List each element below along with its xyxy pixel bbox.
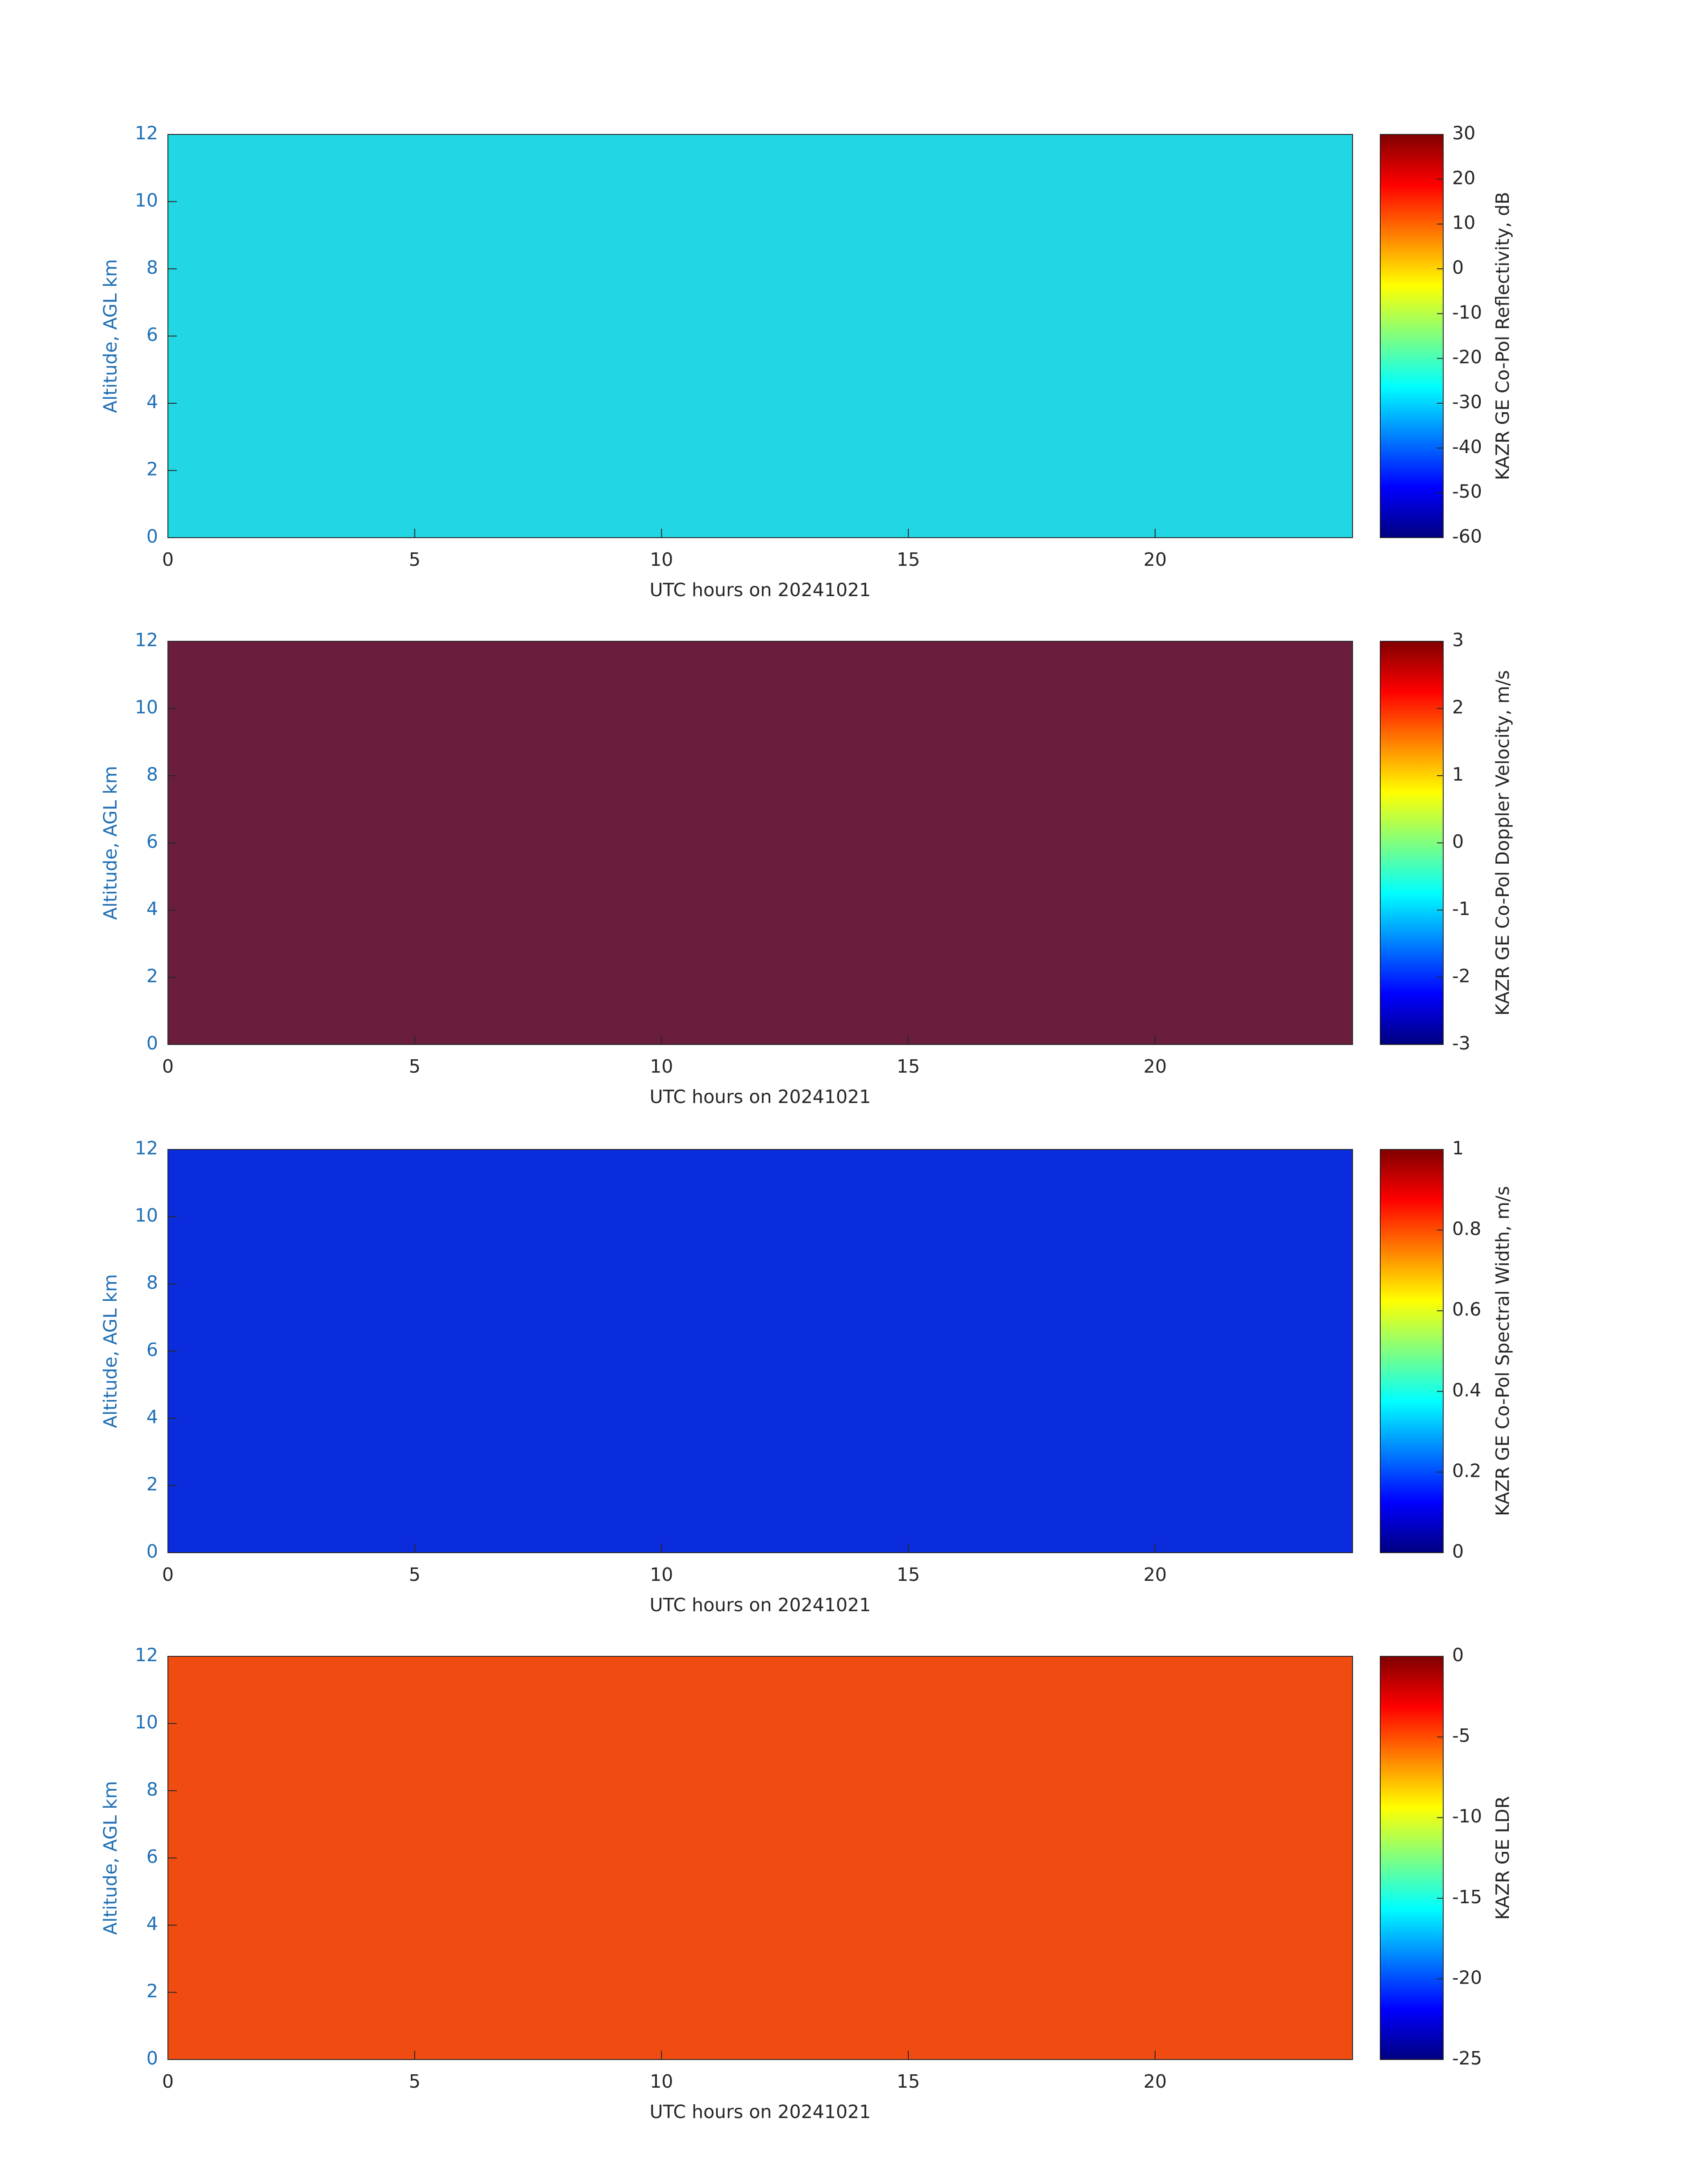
x-tick-label: 10: [650, 549, 673, 570]
colorbar-label: KAZR GE Co-Pol Reflectivity, dB: [1492, 192, 1513, 481]
y-tick-label: 0: [146, 1541, 158, 1562]
colorbar-tick-label: -40: [1452, 436, 1482, 457]
y-tick-label: 0: [146, 1032, 158, 1054]
y-tick-label: 0: [146, 526, 158, 547]
colorbar-tick-label: -3: [1452, 1032, 1470, 1054]
x-tick-label: 5: [409, 2071, 421, 2092]
x-tick-label: 20: [1144, 1056, 1167, 1077]
colorbar-tick-label: -50: [1452, 481, 1482, 502]
x-tick-label: 10: [650, 1564, 673, 1585]
x-axis-label: UTC hours on 20241021: [650, 579, 871, 601]
y-tick-label: 6: [146, 831, 158, 852]
x-axis-label: UTC hours on 20241021: [650, 1086, 871, 1107]
colorbar-tick-label: -10: [1452, 301, 1482, 323]
y-axis-label: Altitude, AGL km: [100, 766, 121, 920]
x-tick-label: 5: [409, 1564, 421, 1585]
x-tick-label: 15: [897, 1564, 920, 1585]
y-tick-label: 10: [135, 1205, 158, 1226]
colorbar-label: KAZR GE Co-Pol Doppler Velocity, m/s: [1492, 670, 1513, 1016]
colorbar-tick-label: -60: [1452, 526, 1482, 547]
colorbar-tick-label: -10: [1452, 1805, 1482, 1827]
x-tick-label: 5: [409, 549, 421, 570]
x-tick-label: 0: [162, 2071, 174, 2092]
y-tick-label: 6: [146, 324, 158, 346]
heatmap-field: [168, 641, 1353, 1045]
x-tick-label: 10: [650, 1056, 673, 1077]
colorbar: [1380, 134, 1444, 538]
y-axis-label: Altitude, AGL km: [100, 259, 121, 413]
colorbar-tick-label: -20: [1452, 347, 1482, 368]
y-tick-label: 10: [135, 1712, 158, 1733]
colorbar-tick-label: 20: [1452, 167, 1475, 188]
colorbar-tick-label: 2: [1452, 697, 1464, 718]
y-tick-label: 8: [146, 1272, 158, 1293]
y-tick-label: 12: [135, 1644, 158, 1666]
colorbar-tick-label: -15: [1452, 1886, 1482, 1908]
colorbar-tick-label: -25: [1452, 2047, 1482, 2069]
colorbar-tick-label: 1: [1452, 764, 1464, 785]
colorbar-tick-label: 0.8: [1452, 1218, 1481, 1240]
colorbar-tick-label: -30: [1452, 391, 1482, 413]
x-tick-label: 20: [1144, 1564, 1167, 1585]
x-tick-label: 10: [650, 2071, 673, 2092]
colorbar-tick-label: 0.6: [1452, 1299, 1481, 1320]
y-tick-label: 6: [146, 1339, 158, 1361]
colorbar-tick-label: 30: [1452, 122, 1475, 144]
colorbar-tick-label: -5: [1452, 1725, 1470, 1747]
x-tick-label: 20: [1144, 549, 1167, 570]
colorbar: [1380, 1149, 1444, 1553]
x-tick-label: 5: [409, 1056, 421, 1077]
colorbar: [1380, 641, 1444, 1045]
heatmap-field: [168, 1656, 1353, 2060]
x-tick-label: 15: [897, 2071, 920, 2092]
x-tick-label: 15: [897, 1056, 920, 1077]
x-tick-label: 0: [162, 549, 174, 570]
y-tick-label: 12: [135, 629, 158, 651]
y-tick-label: 12: [135, 122, 158, 144]
y-tick-label: 8: [146, 764, 158, 785]
y-tick-label: 6: [146, 1846, 158, 1868]
y-tick-label: 8: [146, 257, 158, 278]
x-axis-label: UTC hours on 20241021: [650, 2101, 871, 2123]
colorbar-tick-label: 3: [1452, 629, 1464, 651]
y-tick-label: 2: [146, 1981, 158, 2002]
x-tick-label: 15: [897, 549, 920, 570]
x-tick-label: 0: [162, 1056, 174, 1077]
y-axis-label: Altitude, AGL km: [100, 1274, 121, 1428]
colorbar-tick-label: 0: [1452, 831, 1464, 852]
y-tick-label: 10: [135, 190, 158, 211]
x-tick-label: 20: [1144, 2071, 1167, 2092]
heatmap-field: [168, 1149, 1353, 1553]
x-tick-label: 0: [162, 1564, 174, 1585]
colorbar-tick-label: 0.2: [1452, 1460, 1481, 1481]
y-tick-label: 2: [146, 1474, 158, 1495]
y-tick-label: 0: [146, 2047, 158, 2069]
colorbar-label: KAZR GE Co-Pol Spectral Width, m/s: [1492, 1186, 1513, 1516]
colorbar-tick-label: 0: [1452, 257, 1464, 278]
y-tick-label: 12: [135, 1137, 158, 1159]
y-tick-label: 8: [146, 1779, 158, 1800]
y-tick-label: 4: [146, 1913, 158, 1935]
colorbar: [1380, 1656, 1444, 2060]
y-tick-label: 4: [146, 898, 158, 919]
colorbar-tick-label: -2: [1452, 965, 1470, 987]
colorbar-label: KAZR GE LDR: [1492, 1796, 1513, 1920]
y-tick-label: 2: [146, 965, 158, 987]
x-axis-label: UTC hours on 20241021: [650, 1594, 871, 1616]
colorbar-tick-label: -20: [1452, 1967, 1482, 1988]
colorbar-tick-label: 1: [1452, 1137, 1464, 1159]
y-axis-label: Altitude, AGL km: [100, 1781, 121, 1935]
colorbar-tick-label: 0: [1452, 1644, 1464, 1666]
y-tick-label: 10: [135, 697, 158, 718]
colorbar-tick-label: -1: [1452, 898, 1470, 919]
colorbar-tick-label: 10: [1452, 212, 1475, 234]
heatmap-field: [168, 134, 1353, 538]
y-tick-label: 4: [146, 1406, 158, 1428]
colorbar-tick-label: 0: [1452, 1541, 1464, 1562]
y-tick-label: 2: [146, 459, 158, 480]
y-tick-label: 4: [146, 391, 158, 413]
colorbar-tick-label: 0.4: [1452, 1379, 1481, 1401]
